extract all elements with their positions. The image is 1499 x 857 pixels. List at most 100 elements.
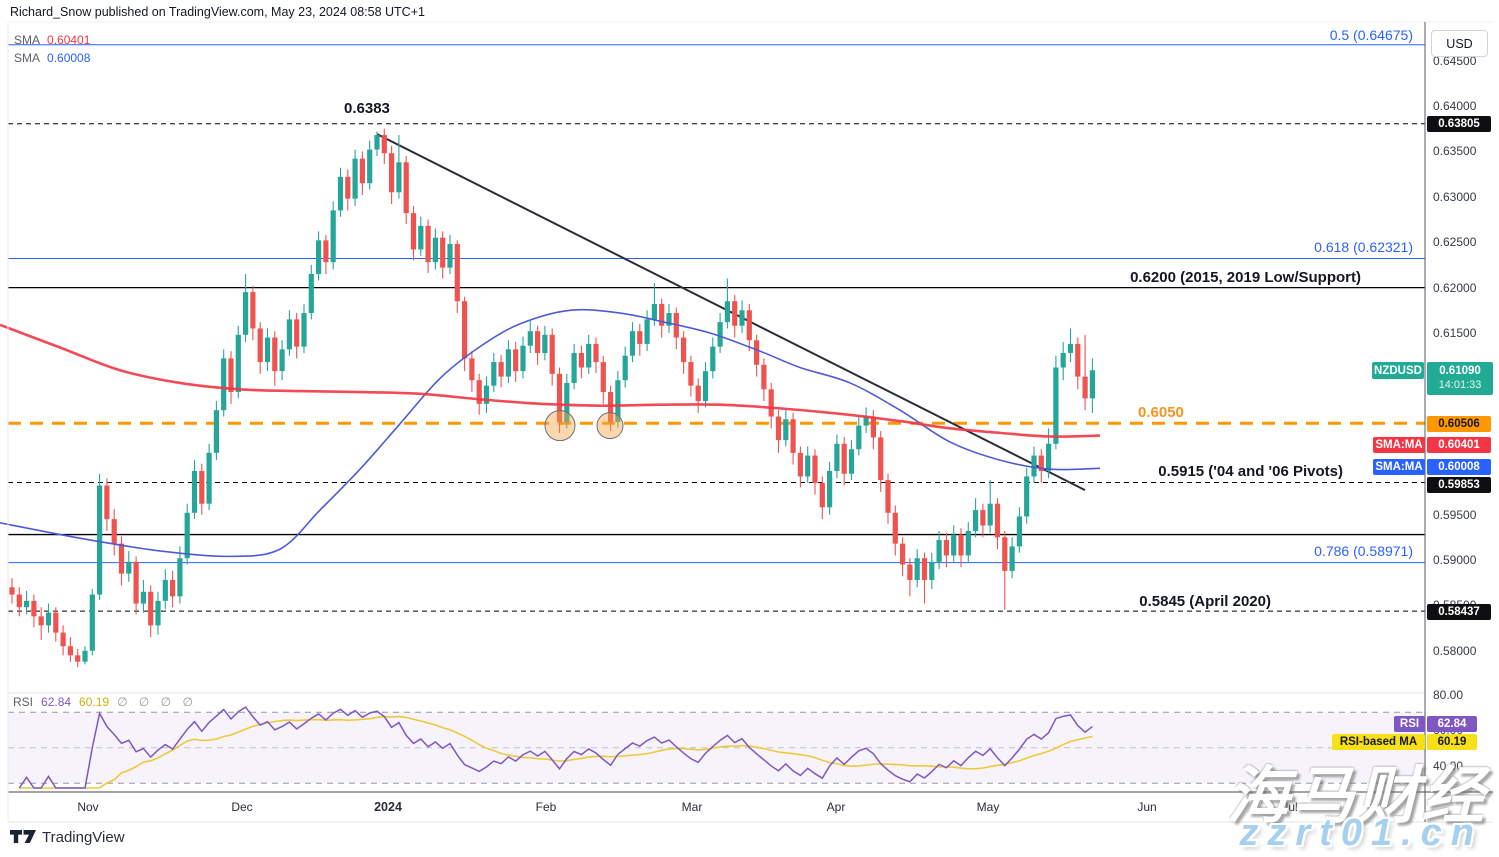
candle-body [542, 334, 548, 353]
badge-level-58437: 0.58437 [1427, 604, 1491, 620]
watermark-text: 海马财经 [1226, 762, 1487, 831]
candle-body [323, 240, 329, 263]
candle-body [440, 237, 446, 268]
tradingview-logo[interactable]: TradingView [10, 829, 125, 846]
candle-body [958, 534, 964, 556]
candle-body [1024, 476, 1030, 517]
price-tick-label: 0.59000 [1433, 553, 1477, 567]
candle-body [739, 310, 745, 326]
candle-body [702, 371, 709, 402]
candle-body [97, 485, 103, 595]
annotation-fib-0-5[interactable]: 0.5 (0.64675) [1329, 27, 1413, 43]
time-tick-label: Jun [1137, 800, 1157, 814]
candle-body [710, 346, 716, 372]
sma-fast-axis-label: SMA:MA [1373, 437, 1425, 453]
candle-body [454, 244, 460, 302]
candle-body [695, 385, 701, 402]
candle-body [513, 349, 519, 372]
annotation-level-0-5845[interactable]: 0.5845 (April 2020) [1139, 593, 1271, 610]
candle-body [316, 240, 322, 274]
candle-body [688, 362, 694, 386]
rsi-axis-label: RSI [1394, 716, 1425, 732]
annotation-peak-0-6383[interactable]: 0.6383 [344, 100, 390, 117]
rsi-legend-label: RSI [13, 695, 34, 709]
currency-toggle-button[interactable]: USD [1431, 30, 1488, 57]
candle-body [856, 425, 862, 450]
candle-body [1053, 367, 1059, 444]
last-price-badge: 0.61090 14:01:33 [1427, 362, 1493, 395]
candle-body [593, 343, 599, 363]
annotation-fib-0-786[interactable]: 0.786 (0.58971) [1314, 543, 1413, 559]
candle-body [827, 471, 833, 508]
candle-body [410, 213, 417, 250]
candle-body [118, 543, 125, 574]
annotation-level-0-6200[interactable]: 0.6200 (2015, 2019 Low/Support) [1130, 269, 1361, 286]
candle-body [9, 587, 15, 595]
candle-body [666, 313, 672, 326]
sma-fast-axis-value: 0.60401 [1427, 437, 1491, 453]
candle-body [659, 303, 665, 326]
candle-body [994, 503, 1001, 538]
candle-body [250, 292, 256, 329]
sma-slow-line [0, 308, 1101, 558]
rsi-legend-empty-values: ∅ ∅ ∅ ∅ [117, 695, 197, 709]
candle-body [38, 616, 44, 626]
candle-body [381, 135, 387, 154]
candle-body [228, 358, 234, 393]
candle-body [60, 632, 66, 647]
highlight-circle [544, 410, 576, 442]
sma-slow-legend[interactable]: SMA 0.60008 [14, 51, 90, 65]
candle-body [834, 443, 840, 472]
rsi-legend[interactable]: RSI 62.84 60.19 ∅ ∅ ∅ ∅ [13, 695, 197, 709]
candle-body [797, 452, 803, 477]
time-tick-label: Feb [535, 800, 557, 814]
candle-body [819, 482, 825, 508]
tradingview-logo-icon [10, 829, 36, 843]
candle-body [1060, 352, 1066, 368]
candle-body [1082, 376, 1088, 399]
candle-body [921, 558, 928, 580]
candle-body [681, 337, 687, 363]
annotation-fib-0-618[interactable]: 0.618 (0.62321) [1314, 239, 1413, 255]
annotation-level-0-6050[interactable]: 0.6050 [1138, 404, 1184, 421]
candle-body [973, 510, 979, 531]
candle-body [914, 558, 920, 580]
candle-body [389, 153, 395, 193]
sma-fast-legend[interactable]: SMA 0.60401 [14, 33, 90, 47]
candle-body [374, 135, 380, 150]
candle-body [1016, 516, 1022, 547]
candle-body [812, 455, 818, 483]
candle-body [199, 471, 205, 504]
sma-fast-legend-label: SMA [14, 33, 41, 47]
sma-slow-legend-value: 0.60008 [47, 51, 91, 65]
candle-body [761, 364, 767, 390]
candle-body [535, 331, 541, 353]
candle-body [148, 591, 154, 626]
badge-level-60506: 0.60506 [1427, 416, 1491, 432]
candle-body [213, 410, 219, 453]
price-tick-label: 0.62000 [1433, 280, 1477, 295]
candle-body [53, 612, 59, 633]
last-price-value: 0.61090 [1439, 365, 1481, 377]
candle-body [243, 292, 249, 335]
candle-body [571, 352, 577, 383]
candle-body [629, 331, 636, 356]
sma-slow-axis-value: 0.60008 [1427, 459, 1491, 475]
candle-body [462, 301, 468, 359]
candle-body [965, 530, 971, 556]
candle-body [345, 176, 351, 199]
sma-slow-axis-label: SMA:MA [1373, 459, 1425, 475]
candle-body [111, 519, 117, 544]
candle-body [775, 416, 782, 441]
rsi-tick-label: 80.00 [1433, 687, 1464, 702]
candle-body [768, 389, 774, 417]
price-tick-label: 0.62500 [1433, 235, 1477, 250]
candle-body [1089, 370, 1095, 399]
time-tick-label: Jul [1282, 800, 1298, 814]
candle-body [556, 373, 563, 422]
candle-body [367, 149, 373, 184]
candle-body [732, 301, 738, 326]
annotation-level-0-5915[interactable]: 0.5915 ('04 and '06 Pivots) [1158, 463, 1343, 480]
candle-body [498, 362, 504, 377]
